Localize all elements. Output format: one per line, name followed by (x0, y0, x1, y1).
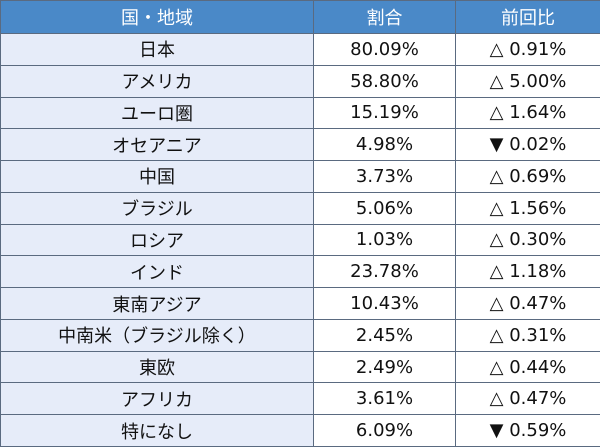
table-cell: 中国 (0, 160, 314, 193)
table-cell: 1.03% (313, 223, 456, 257)
table-cell: 中南米（ブラジル除く） (0, 318, 314, 352)
table-row: 中南米（ブラジル除く） 2.45% △ 0.31% (0, 318, 600, 352)
header-cell: 国・地域 (0, 0, 314, 34)
table-cell: 東欧 (0, 350, 314, 384)
table-cell: アメリカ (0, 64, 314, 98)
table-cell: ユーロ圏 (0, 96, 314, 130)
table-cell: △ 1.18% (455, 255, 600, 289)
table-cell: 10.43% (313, 287, 456, 320)
table-cell: 日本 (0, 33, 314, 66)
header-row: 国・地域 割合 前回比 (0, 0, 600, 34)
table-cell: △ 0.47% (455, 287, 600, 320)
table-cell: アフリカ (0, 382, 314, 416)
table-row: 特になし 6.09% ▼ 0.59% (0, 414, 600, 447)
table-cell: インド (0, 255, 314, 289)
table-cell: △ 1.64% (455, 96, 600, 130)
table-row: 東欧 2.49% △ 0.44% (0, 350, 600, 384)
table-cell: 15.19% (313, 96, 456, 130)
table-row: アメリカ 58.80% △ 5.00% (0, 64, 600, 98)
table-row: インド 23.78% △ 1.18% (0, 255, 600, 289)
table-cell: オセアニア (0, 128, 314, 162)
table-cell: 23.78% (313, 255, 456, 289)
table-cell: 5.06% (313, 191, 456, 225)
table-cell: 6.09% (313, 414, 456, 447)
table-cell: △ 0.69% (455, 160, 600, 193)
table-cell: 3.61% (313, 382, 456, 416)
table-cell: 2.45% (313, 318, 456, 352)
table-cell: ▼ 0.02% (455, 128, 600, 162)
table-row: ロシア 1.03% △ 0.30% (0, 223, 600, 257)
table-row: 日本 80.09% △ 0.91% (0, 33, 600, 66)
table-cell: △ 0.30% (455, 223, 600, 257)
table-cell: 東南アジア (0, 287, 314, 320)
table-cell: △ 5.00% (455, 64, 600, 98)
table-cell: ▼ 0.59% (455, 414, 600, 447)
table-cell: 58.80% (313, 64, 456, 98)
table-cell: △ 0.44% (455, 350, 600, 384)
table-row: ユーロ圏 15.19% △ 1.64% (0, 96, 600, 130)
table-cell: △ 0.47% (455, 382, 600, 416)
header-cell: 前回比 (455, 0, 600, 34)
table-cell: 特になし (0, 414, 314, 447)
table-cell: 2.49% (313, 350, 456, 384)
table-body: 日本 80.09% △ 0.91% アメリカ 58.80% △ 5.00% ユーロ圏 15.1… (0, 33, 600, 447)
table-cell: ロシア (0, 223, 314, 257)
table-cell: ブラジル (0, 191, 314, 225)
header-cell: 割合 (313, 0, 456, 34)
table-cell: 80.09% (313, 33, 456, 66)
table-cell: △ 0.31% (455, 318, 600, 352)
table-row: ブラジル 5.06% △ 1.56% (0, 191, 600, 225)
table-row: 中国 3.73% △ 0.69% (0, 160, 600, 193)
table-cell: 3.73% (313, 160, 456, 193)
table-row: アフリカ 3.61% △ 0.47% (0, 382, 600, 416)
table-cell: 4.98% (313, 128, 456, 162)
table-cell: △ 1.56% (455, 191, 600, 225)
table-cell: △ 0.91% (455, 33, 600, 66)
table-row: 東南アジア 10.43% △ 0.47% (0, 287, 600, 320)
table-row: オセアニア 4.98% ▼ 0.02% (0, 128, 600, 162)
